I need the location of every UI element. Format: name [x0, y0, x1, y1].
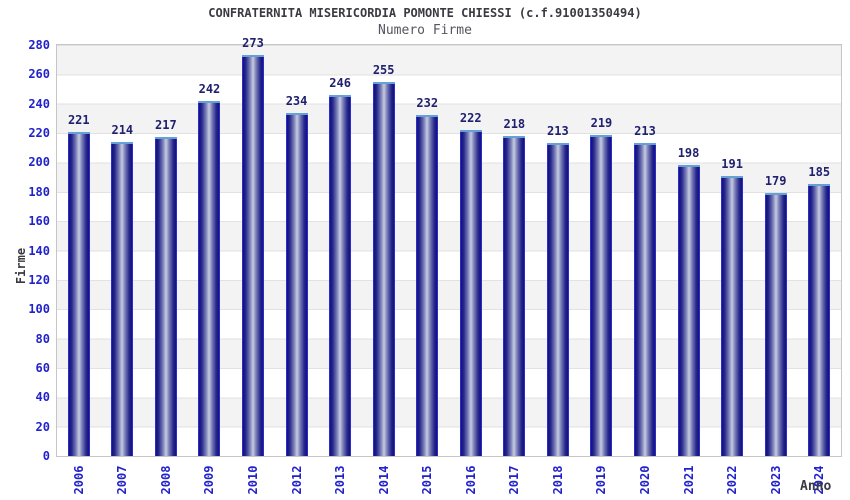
chart-subtitle: Numero Firme: [378, 23, 472, 38]
bar-2018: [546, 143, 569, 456]
bar-value-label: 191: [721, 157, 743, 171]
bar-value-label: 213: [547, 124, 569, 138]
bar-value-label: 217: [155, 118, 177, 132]
y-tick-label: 180: [28, 184, 50, 199]
y-tick-label: 220: [28, 126, 50, 141]
x-tick-label: 2008: [158, 465, 173, 495]
x-tick-label: 2013: [333, 465, 348, 495]
bar-2006: [67, 132, 90, 456]
y-tick-label: 240: [28, 96, 50, 111]
bar-2015: [416, 115, 439, 456]
bar-2008: [154, 137, 177, 456]
bar-2010: [242, 55, 264, 456]
y-tick-label: 140: [28, 243, 50, 258]
x-axis-title: Anno: [800, 479, 832, 494]
x-tick-label: 2012: [289, 465, 304, 495]
x-tick-label: 2019: [594, 465, 609, 495]
plot-area: 221 214 217 242 273 234 246 255 232 222 218 213 219 2…: [56, 36, 842, 457]
bar-value-label: 273: [242, 36, 264, 50]
bar-2012: [285, 113, 308, 456]
bar-value-label: 179: [764, 174, 787, 188]
x-tick-label: 2021: [681, 465, 696, 495]
bar-value-label: 242: [198, 82, 221, 96]
bar-value-label: 213: [634, 124, 656, 138]
x-tick-label: 2010: [246, 465, 260, 495]
chart-title: CONFRATERNITA MISERICORDIA POMONTE CHIES…: [208, 6, 642, 20]
y-tick-label: 100: [28, 302, 50, 317]
bar-value-label: 219: [590, 116, 613, 130]
y-tick-label: 160: [28, 214, 50, 229]
bar-2019: [590, 135, 613, 456]
y-tick-label: 260: [28, 67, 50, 82]
bar-value-label: 218: [503, 117, 526, 131]
x-tick-label: 2007: [115, 465, 130, 495]
x-tick-label: 2017: [507, 465, 522, 495]
x-tick-label: 2018: [550, 465, 565, 495]
y-tick-label: 0: [42, 449, 50, 463]
bar-2014: [372, 82, 395, 456]
bar-2013: [329, 95, 352, 456]
x-tick-label: 2022: [725, 465, 740, 495]
bar-2016: [459, 130, 482, 456]
y-tick-label: 80: [35, 331, 50, 346]
bar-2023: [764, 193, 787, 456]
x-tick-label: 2023: [768, 465, 783, 495]
bar-value-label: 222: [459, 111, 482, 125]
y-tick-label: 280: [28, 38, 50, 52]
bar-value-label: 232: [416, 96, 439, 110]
y-tick-label: 200: [28, 155, 50, 170]
x-tick-label: 2014: [376, 465, 391, 495]
bar-value-label: 185: [808, 165, 831, 179]
bar-value-label: 214: [111, 123, 134, 137]
bar-value-label: 234: [285, 94, 308, 108]
y-tick-label: 40: [35, 390, 50, 405]
x-tick-label: 2009: [202, 465, 217, 495]
x-tick-label: 2015: [420, 465, 435, 495]
bar-2022: [721, 176, 744, 456]
y-tick-label: 60: [35, 360, 50, 375]
bar-value-label: 198: [677, 146, 700, 160]
bar-2017: [503, 136, 526, 456]
bar-2009: [198, 101, 221, 456]
bar-value-label: 255: [372, 63, 395, 77]
bar-value-label: 221: [67, 113, 90, 127]
x-tick-label: 2006: [71, 465, 86, 495]
bar-value-label: 246: [329, 76, 351, 90]
x-tick-label: 2016: [463, 465, 478, 495]
bar-2007: [111, 142, 134, 456]
bar-2020: [634, 143, 656, 456]
y-tick-label: 120: [28, 272, 50, 287]
bar-2024: [808, 184, 831, 456]
bar-2021: [677, 165, 700, 456]
y-tick-label: 20: [35, 419, 50, 434]
x-tick-label: 2020: [638, 465, 652, 495]
